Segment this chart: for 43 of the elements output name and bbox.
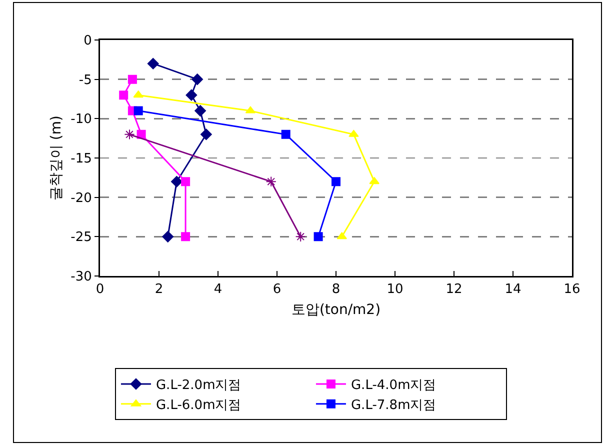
legend-label: G.L-4.0m지점	[350, 378, 436, 394]
y-tick-label: -25	[70, 230, 92, 246]
point	[348, 130, 359, 137]
x-tick-label: 10	[386, 282, 404, 298]
y-tick-label: -10	[70, 112, 92, 128]
point	[119, 90, 128, 100]
y-axis-title: 굴착깊이 (m)	[48, 115, 65, 201]
x-tick-label: 16	[564, 282, 580, 298]
x-tick-label: 0	[96, 282, 104, 298]
x-tick-label: 14	[504, 282, 522, 298]
point	[192, 74, 204, 86]
point	[186, 89, 198, 101]
legend-label: G.L-7.8m지점	[350, 398, 436, 413]
x-tick-label: 6	[272, 282, 282, 298]
point	[281, 130, 290, 139]
point	[332, 177, 340, 186]
point	[194, 105, 206, 116]
point	[134, 106, 143, 116]
x-tick-label: 12	[446, 282, 462, 298]
point	[133, 90, 144, 98]
point	[128, 74, 137, 84]
point	[124, 129, 135, 140]
x-tick-label: 2	[154, 282, 164, 298]
legend-label: G.L-2.0m지점	[156, 378, 242, 394]
point	[369, 177, 380, 184]
point	[171, 176, 182, 188]
point	[200, 128, 212, 140]
y-tick-label: 0	[84, 34, 92, 49]
point	[181, 232, 190, 242]
point	[295, 231, 306, 242]
x-tick-label: 8	[332, 282, 340, 298]
x-axis-title: 토압(ton/m2)	[291, 302, 381, 318]
point	[314, 232, 323, 242]
y-tick-label: -20	[70, 190, 92, 206]
point	[266, 176, 276, 187]
point	[181, 177, 190, 186]
point	[147, 58, 159, 70]
y-tick-label: -5	[78, 72, 92, 88]
x-tick-label: 4	[214, 282, 222, 298]
y-tick-label: -30	[70, 270, 92, 285]
legend-label: G.L-6.0m지점	[156, 398, 242, 413]
point	[162, 230, 174, 242]
y-tick-label: -15	[70, 152, 92, 167]
